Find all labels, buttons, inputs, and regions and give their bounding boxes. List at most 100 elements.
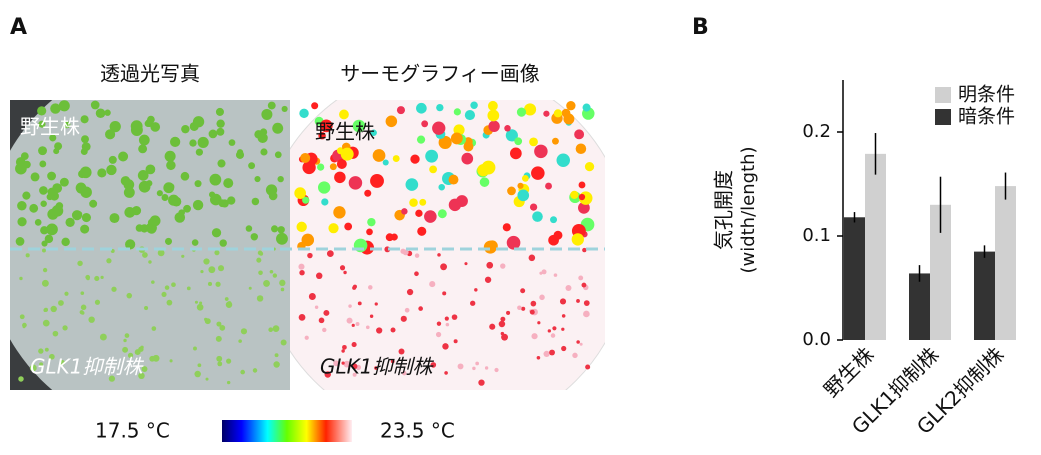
seedling	[317, 181, 331, 194]
seedling	[552, 326, 557, 331]
seedling	[425, 149, 439, 163]
seedling	[209, 173, 222, 186]
seedling	[294, 187, 306, 199]
seedling	[19, 276, 23, 281]
seedling	[315, 272, 323, 280]
seedling	[421, 120, 429, 128]
seedling	[429, 165, 438, 174]
seedling	[80, 224, 90, 234]
seedling	[438, 183, 445, 191]
seedling	[475, 361, 480, 366]
seedling	[333, 206, 346, 219]
seedling	[550, 216, 558, 224]
seedling	[514, 137, 523, 146]
seedling	[197, 136, 209, 148]
seedling	[334, 171, 346, 184]
seedling	[78, 169, 87, 179]
seedling	[479, 177, 490, 187]
seedling	[193, 346, 197, 351]
seedling	[105, 129, 116, 140]
seedling	[97, 168, 107, 178]
seedling	[367, 217, 376, 227]
seedling	[322, 327, 327, 333]
seedling	[298, 263, 305, 270]
seedling	[517, 189, 530, 202]
seedling	[583, 300, 590, 306]
seedling	[29, 203, 39, 213]
bar	[995, 186, 1016, 340]
seedling	[88, 316, 95, 323]
seedling	[271, 225, 279, 233]
seedling	[141, 366, 148, 372]
seedling	[343, 360, 351, 368]
seedling	[401, 208, 408, 215]
seedling	[86, 276, 90, 281]
seedling	[500, 316, 506, 322]
seedling	[209, 191, 216, 198]
photo-title: サーモグラフィー画像	[340, 62, 540, 86]
seedling	[81, 135, 89, 144]
seedling	[385, 115, 398, 128]
seedling	[585, 364, 591, 370]
seedling	[578, 181, 586, 189]
seedling	[416, 135, 426, 144]
seedling	[168, 194, 180, 206]
seedling	[142, 252, 148, 258]
seedling	[59, 177, 69, 187]
seedling	[43, 307, 49, 312]
seedling	[326, 250, 334, 258]
seedling	[225, 301, 233, 308]
seedling	[311, 102, 319, 110]
seedling	[216, 355, 223, 362]
seedling	[571, 233, 584, 246]
seedling	[104, 109, 111, 116]
seedling	[461, 152, 474, 165]
seedling	[274, 151, 282, 159]
seedling	[195, 148, 203, 156]
seedling	[248, 162, 256, 170]
seedling	[80, 291, 85, 295]
seedling	[390, 233, 398, 241]
seedling	[161, 291, 167, 297]
seedling	[214, 250, 220, 256]
seedling	[54, 142, 63, 151]
seedling	[52, 330, 59, 337]
seedling	[437, 209, 447, 219]
seedling	[122, 346, 129, 353]
seedling	[329, 163, 337, 171]
seedling	[566, 100, 576, 111]
seedling	[392, 155, 400, 163]
seedling	[58, 100, 70, 112]
seedling	[346, 317, 353, 324]
seedling	[396, 106, 405, 115]
seedling	[419, 198, 427, 206]
seedling	[272, 273, 278, 278]
seedling	[123, 187, 135, 198]
seedling	[77, 260, 83, 267]
seedling	[39, 160, 47, 168]
seedling	[342, 344, 347, 350]
seedling	[149, 215, 161, 227]
seedling	[531, 333, 538, 340]
seedling	[351, 342, 357, 348]
seedling	[272, 122, 284, 134]
seedling	[50, 103, 61, 114]
seedling	[550, 333, 556, 338]
seedling	[539, 294, 545, 301]
seedling	[94, 275, 100, 282]
seedling	[451, 314, 458, 320]
seedling	[438, 135, 452, 150]
seedling	[15, 237, 25, 246]
seedling	[501, 333, 508, 341]
seedling	[146, 180, 153, 187]
seedling	[17, 200, 27, 211]
seedling	[333, 360, 340, 367]
seedling	[300, 152, 311, 163]
seedling	[370, 173, 384, 188]
bar	[974, 251, 995, 340]
seedling	[106, 258, 112, 264]
seedling	[324, 371, 331, 378]
seedling	[65, 217, 75, 228]
seedling	[402, 249, 409, 256]
seedling	[150, 122, 161, 132]
